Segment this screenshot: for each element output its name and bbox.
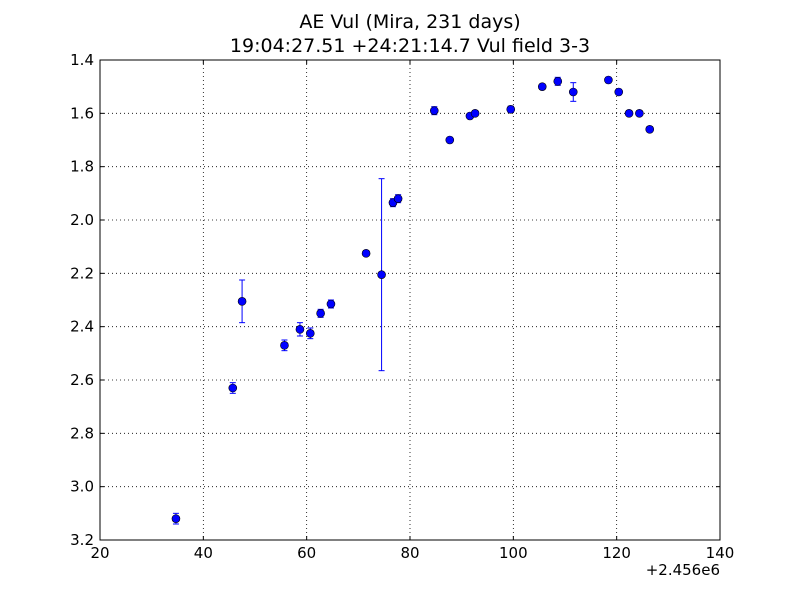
y-tick-label: 3.2 <box>70 531 94 549</box>
y-tick-label: 3.0 <box>70 478 94 496</box>
data-point <box>445 135 455 145</box>
x-tick-label: 60 <box>297 544 316 562</box>
data-point <box>645 125 655 134</box>
data-point <box>228 383 238 393</box>
chart-subtitle: 19:04:27.51 +24:21:14.7 Vul field 3-3 <box>229 35 591 57</box>
y-tick-label: 2.0 <box>70 211 94 229</box>
data-point <box>506 105 516 114</box>
x-tick-label: 20 <box>90 544 109 562</box>
y-tick-label: 2.6 <box>70 371 94 389</box>
data-point <box>635 109 644 118</box>
y-tick-label: 1.4 <box>70 51 94 69</box>
x-tick-label: 120 <box>602 544 631 562</box>
x-tick-label: 140 <box>706 544 735 562</box>
data-point <box>470 109 480 118</box>
data-point <box>614 87 624 97</box>
x-tick-label: 80 <box>400 544 419 562</box>
y-tick-label: 1.8 <box>70 158 94 176</box>
data-point <box>393 194 403 203</box>
y-tick-label: 2.8 <box>70 424 94 442</box>
data-point <box>305 329 315 338</box>
data-series <box>171 75 655 525</box>
y-tick-label: 2.4 <box>70 318 94 336</box>
data-point <box>377 270 386 279</box>
x-tick-label: 40 <box>194 544 213 562</box>
data-point <box>553 77 563 86</box>
x-axis-offset-label: +2.456e6 <box>645 561 720 579</box>
data-point <box>295 325 305 334</box>
data-point <box>237 297 247 306</box>
data-point <box>316 309 325 318</box>
data-point <box>280 341 289 350</box>
chart-title: AE Vul (Mira, 231 days) <box>299 11 521 33</box>
x-tick-label: 100 <box>499 544 528 562</box>
data-point <box>326 299 336 309</box>
y-tick-label: 1.6 <box>70 104 94 122</box>
grid <box>100 60 720 540</box>
y-tick-label: 2.2 <box>70 264 94 282</box>
data-point <box>361 249 371 258</box>
data-point <box>624 109 634 118</box>
data-point <box>429 106 439 115</box>
axis-ticks: 20 40 60 80 100 120 140 1.4 1.6 1.8 2.0 2.2 2.4 2.6 2.… <box>70 51 734 562</box>
data-point <box>604 75 613 85</box>
data-point <box>568 87 578 97</box>
data-point <box>537 82 547 91</box>
data-point <box>171 514 181 523</box>
